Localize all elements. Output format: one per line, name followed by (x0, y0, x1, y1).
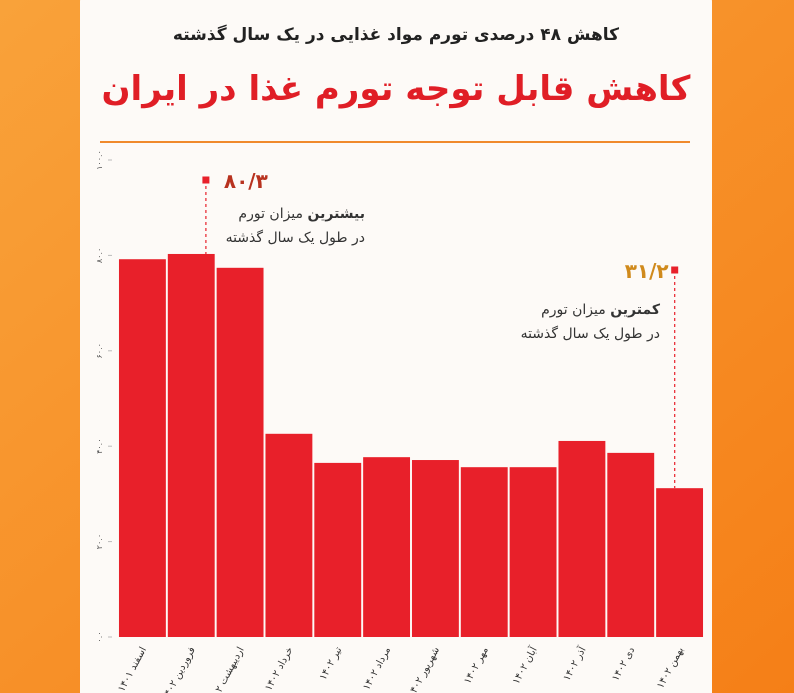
bar (411, 460, 459, 637)
bar (265, 433, 313, 637)
y-tick-label: ۱۰۰.۰ (95, 150, 104, 170)
bar (460, 467, 508, 637)
annotation-bold: بیشترین (308, 206, 366, 222)
annotation-rest: میزان تورم (541, 302, 606, 318)
bar (314, 462, 362, 637)
bar (363, 457, 411, 637)
bar (558, 440, 606, 637)
annotation-dot (202, 176, 210, 184)
bar (509, 467, 557, 637)
y-tick-label: ۲۰.۰ (95, 534, 104, 549)
annotation-note: در طول یک سال گذشته (226, 229, 365, 246)
bar (607, 452, 655, 637)
annotation-text: بیشترین میزان تورم (238, 206, 365, 222)
bar (118, 259, 166, 637)
y-tick-label: ۰.۰ (95, 631, 104, 642)
annotation-dot (671, 266, 679, 274)
annotation-rest: میزان تورم (238, 206, 303, 222)
annotation-text: کمترین میزان تورم (541, 302, 661, 318)
y-tick-label: ۸۰.۰ (95, 248, 104, 263)
value-label: ۸۰/۳ (224, 169, 268, 193)
y-tick-label: ۶۰.۰ (95, 343, 104, 358)
value-label: ۳۱/۲ (625, 259, 669, 283)
annotation-note: در طول یک سال گذشته (521, 325, 660, 342)
bar (656, 488, 704, 637)
bar (167, 253, 215, 637)
bar (216, 267, 264, 637)
chart-title: کاهش قابل توجه تورم غذا در ایران (102, 69, 691, 109)
subtitle: کاهش ۴۸ درصدی تورم مواد غذایی در یک سال … (173, 24, 619, 45)
y-tick-label: ۴۰.۰ (95, 438, 104, 453)
annotation-bold: کمترین (610, 302, 661, 318)
